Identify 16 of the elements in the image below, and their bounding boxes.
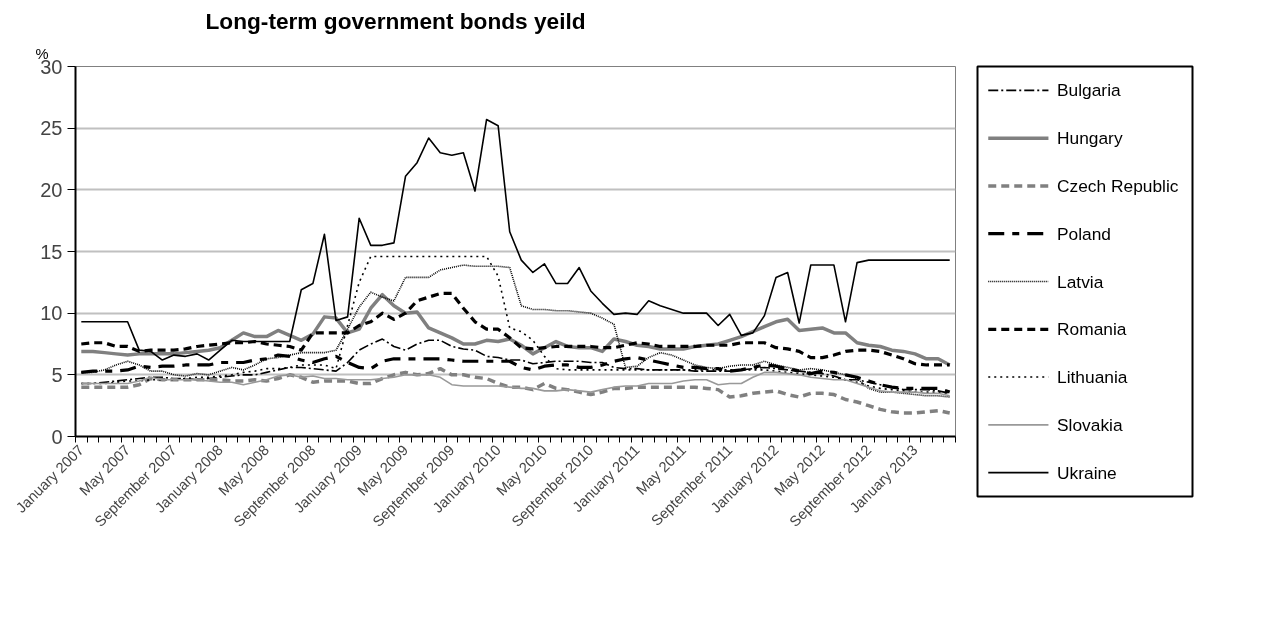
y-tick-label: 0 <box>51 425 63 448</box>
y-tick-label: 5 <box>51 363 63 386</box>
legend-label: Slovakia <box>1057 414 1123 435</box>
legend-label: Bulgaria <box>1057 80 1121 101</box>
legend-label: Ukraine <box>1057 462 1117 483</box>
y-tick-label: 15 <box>40 240 63 263</box>
y-tick-label: 20 <box>40 178 63 201</box>
y-tick-label: 25 <box>40 117 63 140</box>
legend-label: Latvia <box>1057 271 1104 292</box>
chart-title: Long-term government bonds yeild <box>205 7 586 34</box>
legend-label: Czech Republic <box>1057 175 1179 196</box>
y-tick-label: 10 <box>40 302 63 325</box>
legend-label: Hungary <box>1057 128 1123 149</box>
legend-label: Lithuania <box>1057 367 1128 388</box>
legend-label: Poland <box>1057 223 1112 244</box>
legend-label: Romania <box>1057 319 1127 340</box>
